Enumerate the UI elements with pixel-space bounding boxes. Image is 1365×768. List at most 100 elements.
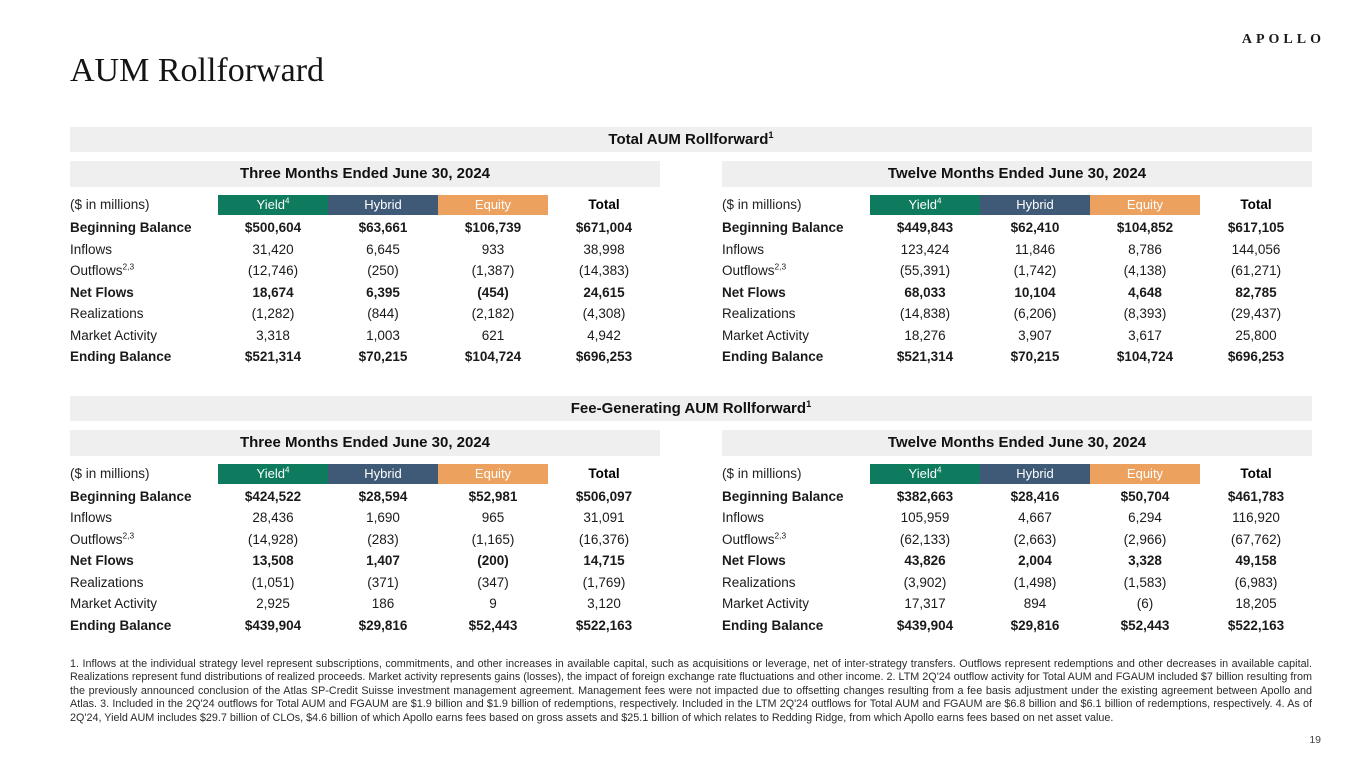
- value-cell: 6,294: [1128, 510, 1162, 525]
- value-cell: 116,920: [1232, 510, 1280, 525]
- value-cell: (3,902): [903, 574, 947, 590]
- row-label: Inflows: [722, 510, 765, 525]
- row-label: Outflows2,3: [70, 530, 135, 547]
- table-body: Beginning Balance $449,843 $62,410 $104,852…: [722, 217, 1312, 368]
- value-cell: 3,318: [256, 327, 290, 343]
- column-header-row: ($ in millions) Yield4 Hybrid Equity Tot…: [722, 195, 1312, 215]
- yield-footnote-ref: 4: [284, 465, 290, 475]
- value-cell: $500,604: [244, 220, 302, 235]
- total-column-header: Total: [588, 197, 620, 212]
- total-column-header: Total: [1240, 197, 1272, 212]
- value-cell: 18,674: [252, 284, 294, 300]
- value-cell: 4,667: [1018, 510, 1052, 525]
- value-cell: $70,215: [1010, 349, 1060, 364]
- value-cell: 186: [371, 596, 395, 611]
- value-cell: 24,615: [583, 284, 625, 300]
- value-cell: (1,742): [1013, 263, 1057, 278]
- value-cell: (283): [367, 531, 399, 547]
- footnotes: 1. Inflows at the individual strategy le…: [70, 658, 1312, 724]
- yield-footnote-ref: 4: [284, 196, 290, 206]
- period-three-months: Three Months Ended June 30, 2024 ($ in m…: [70, 161, 660, 368]
- value-cell: $671,004: [575, 220, 633, 235]
- table-row: Realizations (14,838) (6,206) (8,393) (29,43…: [722, 303, 1312, 325]
- value-cell: 13,508: [252, 553, 294, 568]
- value-cell: $522,163: [575, 617, 633, 633]
- value-cell: 17,317: [904, 596, 946, 611]
- row-label: Inflows: [70, 510, 113, 525]
- total-column-header: Total: [1240, 465, 1272, 481]
- value-cell: (1,051): [251, 574, 295, 590]
- period-heading: Three Months Ended June 30, 2024: [70, 161, 660, 187]
- row-label: Market Activity: [722, 596, 810, 611]
- row-label: Market Activity: [70, 596, 158, 611]
- value-cell: (4,138): [1123, 263, 1167, 278]
- value-cell: $521,314: [244, 349, 302, 364]
- value-cell: (2,663): [1013, 531, 1057, 547]
- column-header-row: ($ in millions) Yield4 Hybrid Equity Tot…: [70, 195, 660, 215]
- table-row: Outflows2,3 (55,391) (1,742) (4,138) (61,271…: [722, 260, 1312, 282]
- row-label: Beginning Balance: [722, 220, 844, 235]
- table-row: Beginning Balance $500,604 $63,661 $106,739…: [70, 217, 660, 239]
- hybrid-column-header: Hybrid: [328, 195, 438, 215]
- value-cell: $63,661: [358, 220, 408, 235]
- value-cell: (4,308): [582, 306, 626, 321]
- yield-column-header: Yield4: [218, 195, 328, 215]
- equity-column-header: Equity: [438, 195, 548, 215]
- value-cell: 1,407: [366, 553, 400, 568]
- value-cell: 2,004: [1018, 553, 1052, 568]
- row-label: Net Flows: [70, 553, 134, 568]
- value-cell: 1,003: [366, 327, 400, 343]
- table-row: Net Flows 68,033 10,104 4,648 82,785: [722, 282, 1312, 304]
- yield-column-header: Yield4: [218, 463, 328, 484]
- value-cell: (55,391): [899, 263, 951, 278]
- table-row: Market Activity 2,925 186 9 3,120: [70, 593, 660, 615]
- table-row: Market Activity 18,276 3,907 3,617 25,800: [722, 325, 1312, 347]
- value-cell: (6): [1136, 596, 1154, 611]
- section-title: Fee-Generating AUM Rollforward: [570, 399, 807, 417]
- value-cell: $696,253: [1227, 349, 1285, 364]
- footnote-ref: 2,3: [122, 261, 135, 272]
- value-cell: $439,904: [244, 617, 302, 633]
- value-cell: $521,314: [896, 349, 954, 364]
- page-title: AUM Rollforward: [70, 52, 325, 89]
- table-body: Beginning Balance $382,663 $28,416 $50,704 $…: [722, 486, 1312, 637]
- section-title-footnote-ref: 1: [806, 398, 812, 409]
- value-cell: 14,715: [583, 553, 625, 568]
- row-label: Beginning Balance: [70, 220, 192, 235]
- yield-label: Yield: [908, 465, 937, 481]
- value-cell: (1,583): [1123, 574, 1167, 590]
- table-row: Outflows2,3 (14,928) (283) (1,165) (16,376): [70, 529, 660, 551]
- value-cell: $28,416: [1010, 488, 1060, 504]
- section-title-band: Fee-Generating AUM Rollforward1: [70, 395, 1312, 421]
- value-cell: 38,998: [583, 241, 625, 257]
- table-body: Beginning Balance $424,522 $28,594 $52,981 $…: [70, 486, 660, 637]
- table-row: Inflows 123,424 11,846 8,786 144,056: [722, 239, 1312, 261]
- value-cell: $696,253: [575, 349, 633, 364]
- value-cell: 144,056: [1231, 241, 1281, 257]
- value-cell: 3,328: [1128, 553, 1162, 568]
- footnote-ref: 2,3: [774, 530, 787, 540]
- value-cell: (62,133): [899, 531, 951, 547]
- value-cell: (2,182): [471, 306, 515, 321]
- table-row: Beginning Balance $382,663 $28,416 $50,704 $…: [722, 486, 1312, 508]
- value-cell: (200): [477, 553, 509, 568]
- units-label: ($ in millions): [70, 197, 150, 212]
- row-label: Net Flows: [722, 553, 786, 568]
- value-cell: (1,282): [251, 306, 295, 321]
- footnote-ref: 2,3: [122, 530, 135, 540]
- value-cell: 18,276: [904, 327, 946, 343]
- value-cell: 6,395: [366, 284, 400, 300]
- value-cell: 9: [489, 596, 497, 611]
- value-cell: (6,983): [1234, 574, 1278, 590]
- row-label: Beginning Balance: [722, 488, 844, 504]
- row-label: Inflows: [70, 241, 113, 257]
- yield-label: Yield: [256, 197, 285, 212]
- table-row: Net Flows 18,674 6,395 (454) 24,615: [70, 282, 660, 304]
- value-cell: $522,163: [1227, 617, 1285, 633]
- row-label: Market Activity: [70, 327, 158, 343]
- yield-column-header: Yield4: [870, 195, 980, 215]
- equity-column-header: Equity: [1090, 463, 1200, 484]
- table-row: Realizations (3,902) (1,498) (1,583) (6,983): [722, 572, 1312, 594]
- row-label: Realizations: [70, 306, 144, 321]
- table-row: Net Flows 13,508 1,407 (200) 14,715: [70, 550, 660, 572]
